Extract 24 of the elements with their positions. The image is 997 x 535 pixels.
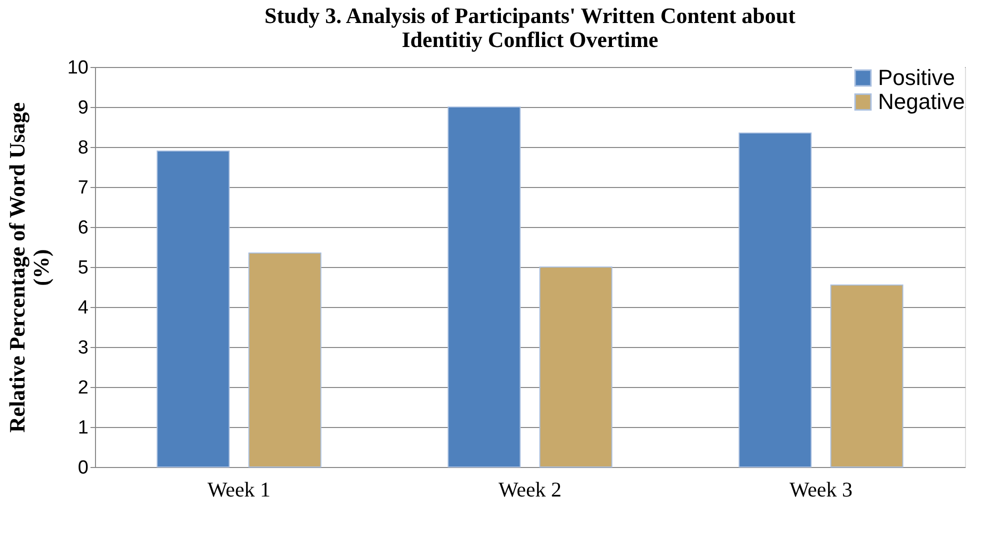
y-tick-label: 10 bbox=[67, 58, 88, 78]
legend-label: Negative bbox=[878, 89, 965, 114]
chart-title: Study 3. Analysis of Participants' Written Content about Identitiy Conflict Overtime bbox=[264, 3, 796, 52]
x-tick-label: Week 3 bbox=[789, 478, 852, 502]
bar bbox=[539, 266, 612, 468]
x-tick-label: Week 2 bbox=[498, 478, 562, 502]
y-tick-label: 3 bbox=[78, 338, 88, 358]
bar bbox=[248, 252, 322, 468]
bar bbox=[156, 150, 230, 468]
bar bbox=[448, 106, 521, 468]
y-tick-label: 9 bbox=[78, 98, 88, 118]
y-tick-label: 1 bbox=[78, 418, 88, 438]
legend-label: Positive bbox=[878, 65, 956, 90]
y-tick-label: 0 bbox=[78, 458, 88, 478]
y-tick-label: 2 bbox=[78, 378, 88, 398]
y-tick-label: 5 bbox=[78, 258, 88, 278]
y-tick-label: 7 bbox=[78, 178, 88, 198]
bar bbox=[830, 284, 904, 468]
y-tick-label: 8 bbox=[78, 138, 88, 158]
y-axis-title: Relative Percentage of Word Usage (%) bbox=[4, 102, 54, 433]
y-tick-label: 4 bbox=[78, 298, 89, 318]
y-tick-label: 6 bbox=[78, 218, 88, 238]
bar bbox=[738, 132, 812, 468]
x-tick-label: Week 1 bbox=[208, 478, 271, 502]
